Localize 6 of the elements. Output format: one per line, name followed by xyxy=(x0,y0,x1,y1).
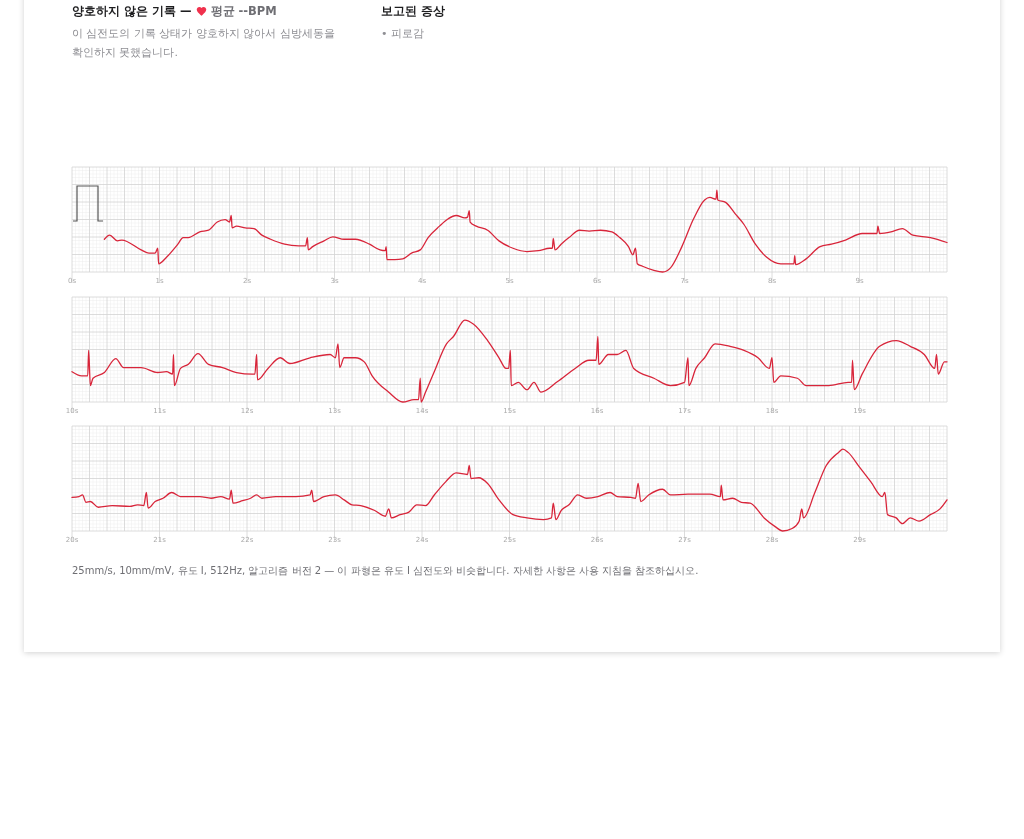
text: • 피로감 xyxy=(381,27,424,40)
text: 25mm/s, 10mm/mV, 유도 I, 512Hz, 알고리즘 버전 2 — 이 파형은 유도 I 심전도와 비슷합니다. 자세한 사항은 사용 지침을 참조하십시오. xyxy=(72,565,699,576)
chart-subtitle: 이 심전도의 기록 상태가 양호하지 않아서 심방세동을 확인하지 못했습니다. xyxy=(72,27,335,59)
text: 보고된 증상 xyxy=(381,4,446,18)
chart-title: 양호하지 않은 기록 — xyxy=(72,3,192,19)
text: 평균 --BPM xyxy=(210,3,277,19)
